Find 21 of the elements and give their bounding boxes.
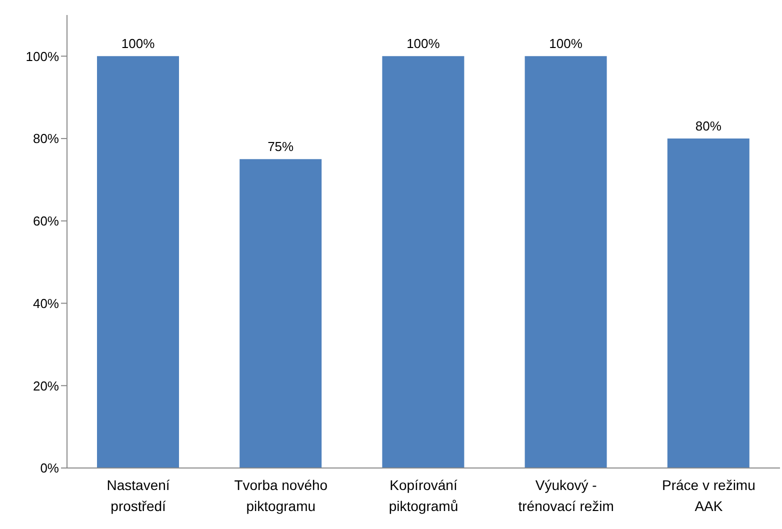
x-tick-label: Kopírování piktogramů [388, 477, 458, 514]
bar [240, 159, 322, 468]
y-tick-label: 0% [40, 460, 60, 476]
x-tick-label: Nastavení prostředí [106, 477, 170, 514]
data-label: 75% [268, 139, 294, 154]
y-tick-label: 40% [32, 296, 60, 311]
bar [667, 138, 750, 468]
y-tick-label: 100% [26, 48, 60, 64]
bar [97, 56, 179, 468]
y-tick-label: 60% [32, 214, 60, 229]
y-tick-label: 80% [32, 131, 60, 146]
y-tick-label: 20% [32, 378, 60, 394]
data-label: 100% [121, 36, 156, 52]
bar [524, 56, 607, 468]
data-label: 100% [406, 36, 440, 52]
data-label: 80% [695, 118, 722, 134]
x-tick-label: Výukový - trénovací režim [518, 477, 614, 514]
x-tick-label: Tvorba nového piktogramu [234, 477, 328, 514]
data-label: 100% [549, 36, 583, 52]
x-tick-label: Práce v režimu AAK [662, 477, 756, 514]
bar [382, 56, 464, 468]
